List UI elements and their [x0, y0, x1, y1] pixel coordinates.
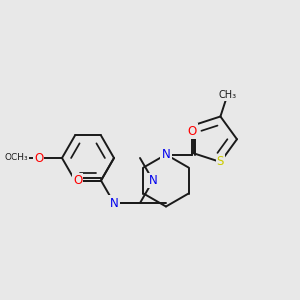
Text: O: O: [73, 174, 82, 187]
Text: S: S: [217, 155, 224, 169]
Text: O: O: [188, 124, 196, 138]
Text: OCH₃: OCH₃: [5, 154, 28, 163]
Text: O: O: [34, 152, 43, 164]
Text: N: N: [148, 174, 158, 187]
Text: CH₃: CH₃: [218, 91, 236, 100]
Text: N: N: [110, 196, 118, 209]
Text: N: N: [162, 148, 170, 161]
Text: O: O: [34, 152, 43, 164]
